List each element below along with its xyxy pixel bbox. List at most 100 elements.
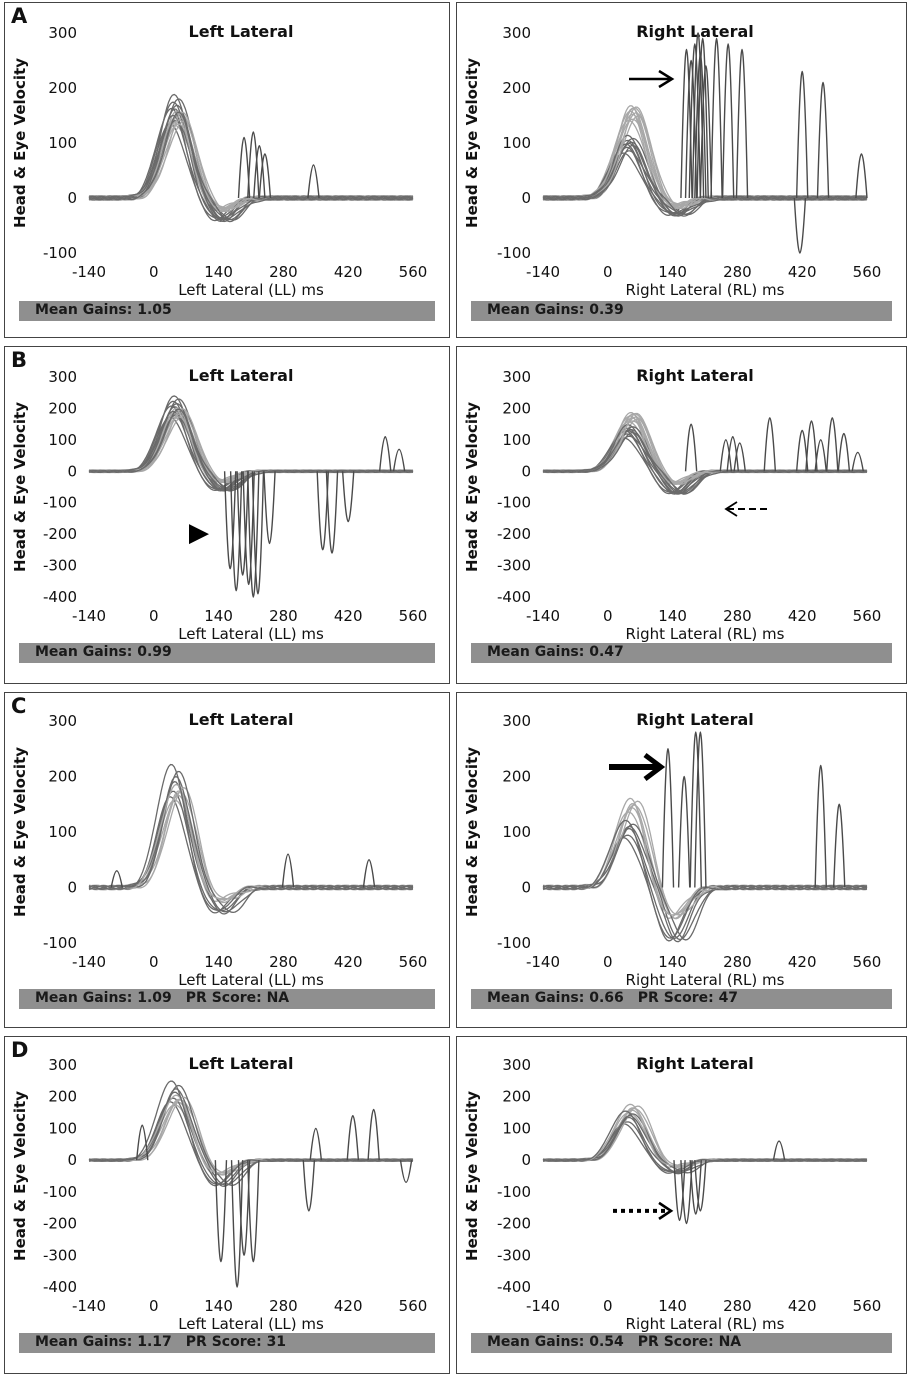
head-velocity-trace — [542, 1103, 868, 1167]
eye-velocity-trace — [542, 424, 868, 494]
y-tick-label: 200 — [48, 79, 77, 97]
y-tick-label: -100 — [43, 1183, 77, 1201]
arrowhead-icon — [658, 69, 675, 89]
y-tick-label: -100 — [43, 934, 77, 952]
saccade-spike — [826, 417, 839, 472]
saccade-spike — [392, 448, 406, 472]
saccade-spike — [805, 420, 818, 472]
y-tick-label: -100 — [497, 934, 531, 952]
mean-gains-label: Mean Gains: 1.09 — [35, 990, 172, 1006]
chart-panel-B-right: Right Lateral 300 200 100 0 -100 -200 -300 -400-… — [456, 346, 907, 684]
y-tick-label: 200 — [502, 399, 531, 417]
y-tick-label: -200 — [43, 1215, 77, 1233]
arrowhead-icon — [658, 1201, 674, 1220]
y-tick-label: 300 — [48, 1056, 77, 1074]
eye-velocity-trace — [88, 416, 414, 492]
gain-text: Mean Gains: 1.05 — [35, 302, 186, 318]
saccade-spike — [710, 37, 723, 199]
gain-text: Mean Gains: 0.66 PR Score: 47 — [487, 990, 752, 1006]
saccade-spike — [247, 471, 260, 598]
saccade-spike — [772, 1140, 786, 1161]
eye-velocity-trace — [542, 141, 868, 215]
eye-velocity-trace — [88, 770, 414, 914]
saccade-spike — [247, 131, 260, 199]
y-tick-label: 300 — [48, 24, 77, 42]
eye-velocity-trace — [88, 1097, 414, 1186]
y-tick-label: 200 — [502, 79, 531, 97]
chart-svg: Right Lateral 300 200 100 0 -100-140 0 140 280 42… — [463, 22, 881, 299]
chart-panel-D-left: D Left Lateral 300 200 100 0 -100 -200 -300 -400-… — [4, 1036, 450, 1374]
y-tick-label: -400 — [497, 1278, 531, 1296]
x-axis-label: Right Lateral (RL) ms — [626, 971, 785, 989]
x-tick-label: 280 — [269, 607, 298, 625]
y-axis-label: Head & Eye Velocity — [463, 402, 481, 572]
saccade-spike — [316, 471, 329, 551]
saccade-spike — [816, 81, 830, 199]
saccade-spike — [694, 731, 707, 888]
chart-svg: Left Lateral 300 200 100 0 -100-140 0 140 280 420… — [11, 22, 427, 299]
triangle-marker-icon — [189, 524, 209, 545]
mean-gains-label: Mean Gains: 1.17 — [35, 1334, 172, 1350]
saccade-spike — [691, 32, 705, 199]
y-tick-label: 0 — [521, 462, 531, 480]
y-tick-label: 100 — [48, 1119, 77, 1137]
x-tick-label: -140 — [72, 1297, 106, 1315]
x-axis-label: Left Lateral (LL) ms — [178, 281, 324, 299]
saccade-spike — [832, 803, 846, 888]
y-tick-label: 200 — [48, 768, 77, 786]
y-tick-label: 0 — [67, 189, 77, 207]
y-axis-label: Head & Eye Velocity — [463, 747, 481, 917]
chart-title: Right Lateral — [636, 1054, 754, 1073]
chart-panel-D-right: Right Lateral 300 200 100 0 -100 -200 -300 -400-… — [456, 1036, 907, 1374]
pr-score-label: PR Score: NA — [185, 990, 290, 1006]
y-tick-label: 0 — [67, 879, 77, 897]
panel-letter: B — [11, 348, 28, 372]
eye-velocity-trace — [542, 433, 868, 495]
pr-score-label: PR Score: 47 — [637, 990, 739, 1006]
saccade-spike — [680, 48, 693, 199]
y-tick-label: -200 — [43, 525, 77, 543]
eye-velocity-trace — [88, 1088, 414, 1186]
x-tick-label: 420 — [334, 263, 363, 281]
x-tick-label: 0 — [603, 263, 613, 281]
chart-panel-B-left: B Left Lateral 300 200 100 0 -100 -200 -300 -400-… — [4, 346, 450, 684]
x-tick-label: 280 — [723, 1297, 752, 1315]
y-tick-label: -200 — [497, 1215, 531, 1233]
x-tick-label: 280 — [269, 953, 298, 971]
x-axis-label: Left Lateral (LL) ms — [178, 625, 324, 643]
chart-svg: Left Lateral 300 200 100 0 -100 -200 -300 -400-1… — [11, 366, 427, 643]
chart-title: Left Lateral — [189, 22, 294, 41]
mean-gains-bar: Mean Gains: 0.66 PR Score: 47 — [471, 989, 892, 1009]
x-tick-label: -140 — [526, 953, 560, 971]
y-axis-label: Head & Eye Velocity — [11, 58, 29, 228]
chart-svg: Left Lateral 300 200 100 0 -100 -200 -300 -400-1… — [11, 1054, 427, 1333]
y-tick-label: 100 — [502, 1119, 531, 1137]
pr-score-label: PR Score: NA — [637, 1334, 742, 1350]
chart-panel-A-right: Right Lateral 300 200 100 0 -100 -140 0 140 280 42… — [456, 2, 907, 338]
panel-letter: C — [11, 694, 27, 718]
y-tick-label: 300 — [502, 712, 531, 730]
eye-velocity-trace — [88, 123, 414, 222]
saccade-spike — [661, 748, 675, 888]
y-tick-label: 0 — [67, 462, 77, 480]
y-tick-label: 300 — [502, 1056, 531, 1074]
saccade-spike — [855, 153, 868, 199]
x-tick-label: -140 — [526, 1297, 560, 1315]
saccade-spike — [236, 471, 249, 576]
y-tick-label: -400 — [43, 1278, 77, 1296]
chart-title: Right Lateral — [636, 22, 754, 41]
saccade-spike — [677, 775, 691, 888]
saccade-spike — [302, 1160, 316, 1212]
y-tick-label: 200 — [502, 1088, 531, 1106]
eye-velocity-trace — [542, 430, 868, 495]
eye-velocity-trace — [88, 406, 414, 492]
eye-velocity-trace — [88, 410, 414, 492]
saccade-spike — [735, 48, 749, 199]
eye-velocity-trace — [88, 414, 414, 491]
y-tick-label: -300 — [497, 1246, 531, 1264]
mean-gains-label: Mean Gains: 0.66 — [487, 990, 624, 1006]
saccade-spike — [237, 136, 251, 199]
eye-velocity-trace — [542, 823, 868, 941]
saccade-spike — [795, 429, 809, 472]
saccade-spike — [699, 65, 713, 199]
